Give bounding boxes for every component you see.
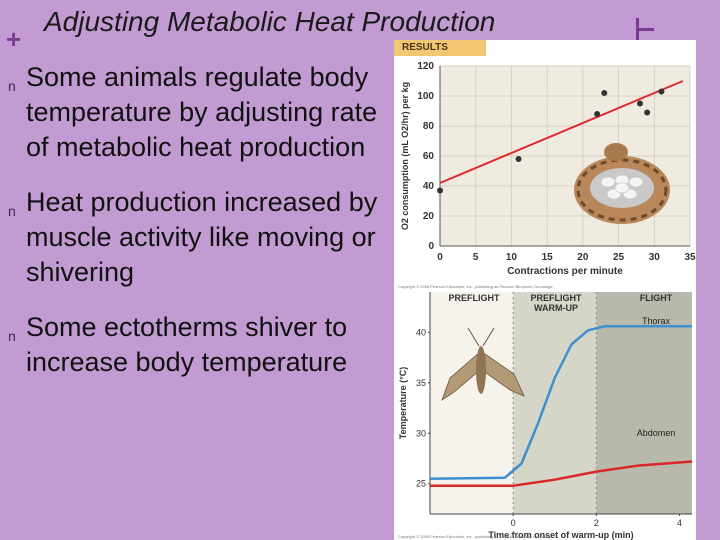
phase-label-preflight: PREFLIGHT xyxy=(449,293,501,303)
y-tick-label: 40 xyxy=(423,181,435,192)
slide-title: Adjusting Metabolic Heat Production xyxy=(44,6,496,37)
bullet-list: n Some animals regulate body temperature… xyxy=(8,60,388,400)
data-point xyxy=(437,187,443,194)
phase-label-warmup: WARM-UP xyxy=(534,303,578,313)
bullet-icon: n xyxy=(8,203,16,219)
y-tick-label: 30 xyxy=(416,428,426,438)
plus-icon: + xyxy=(6,24,22,54)
trend-line xyxy=(439,80,684,184)
bullet-item: n Some ectotherms shiver to increase bod… xyxy=(8,310,388,380)
data-point xyxy=(601,90,608,96)
phase-label-warmup: PREFLIGHT xyxy=(531,293,583,303)
egg xyxy=(628,176,644,188)
x-tick-label: 25 xyxy=(613,252,625,263)
bullet-text: Some ectotherms shiver to increase body … xyxy=(26,312,348,377)
y-tick-label: 0 xyxy=(428,241,434,252)
x-tick-label: 20 xyxy=(577,252,589,263)
copyright-note: Copyright © 2008 Pearson Education, Inc.… xyxy=(398,534,553,539)
y-tick-label: 60 xyxy=(423,151,435,162)
snake-head xyxy=(604,143,628,161)
bullet-item: n Some animals regulate body temperature… xyxy=(8,60,388,165)
x-tick-label: 4 xyxy=(677,518,682,528)
data-point xyxy=(637,100,643,107)
y-tick-label: 100 xyxy=(417,91,434,102)
x-axis-label-2: Time from onset of warm-up (min) xyxy=(488,530,633,540)
x-tick-label: 0 xyxy=(437,252,443,263)
data-point xyxy=(644,109,651,116)
series-line-abdomen xyxy=(430,460,693,487)
moth-antenna xyxy=(482,327,495,347)
bullet-text: Some animals regulate body temperature b… xyxy=(26,62,378,162)
x-tick-label: 10 xyxy=(506,252,518,263)
egg xyxy=(600,176,616,188)
phase-warmup-bg xyxy=(513,292,597,514)
y-axis-label-2: Temperature (°C) xyxy=(398,367,408,439)
results-label: RESULTS xyxy=(394,40,486,56)
y-tick-label: 25 xyxy=(416,479,426,489)
snake-eggs-illustration xyxy=(574,143,670,224)
y-tick-label: 35 xyxy=(416,378,426,388)
snake-pattern xyxy=(576,158,668,222)
corner-decoration xyxy=(636,18,654,40)
series-label-abdomen: Abdomen xyxy=(637,428,676,438)
x-tick-label: 15 xyxy=(542,252,554,263)
phase-preflight-bg xyxy=(430,292,514,514)
x-tick-label: 5 xyxy=(473,252,479,263)
x-axis-label-1: Contractions per minute xyxy=(507,266,623,277)
figure-panel: 0 20 40 60 80 100 120 0 5 10 15 20 25 30 35 Contraction… xyxy=(394,40,696,540)
x-tick-label: 2 xyxy=(594,518,599,528)
data-point xyxy=(515,156,522,162)
series-label-thorax: Thorax xyxy=(642,316,671,326)
data-point xyxy=(658,88,665,95)
bullet-icon: n xyxy=(8,328,16,344)
y-tick-label: 120 xyxy=(417,61,434,72)
x-tick-label: 35 xyxy=(684,252,696,263)
y-tick-label: 80 xyxy=(423,121,435,132)
egg xyxy=(614,182,630,194)
moth-illustration xyxy=(441,327,525,402)
x-tick-label: 0 xyxy=(511,518,516,528)
phase-label-flight: FLIGHT xyxy=(640,293,673,303)
y-tick-label: 20 xyxy=(423,211,435,222)
bullet-text: Heat production increased by muscle acti… xyxy=(26,187,378,287)
bullet-item: n Heat production increased by muscle ac… xyxy=(8,185,388,290)
copyright-note: Copyright © 2008 Pearson Education, Inc.… xyxy=(398,284,553,289)
moth-antenna xyxy=(467,327,480,347)
data-point xyxy=(594,111,601,117)
bullet-icon: n xyxy=(8,78,16,94)
y-axis-label-1: O2 consumption (mL O2/hr) per kg xyxy=(400,82,410,230)
phase-flight-bg xyxy=(596,292,692,514)
y-tick-label: 40 xyxy=(416,327,426,337)
series-line-thorax xyxy=(429,325,692,480)
x-tick-label: 30 xyxy=(649,252,661,263)
moth-body xyxy=(476,346,486,394)
